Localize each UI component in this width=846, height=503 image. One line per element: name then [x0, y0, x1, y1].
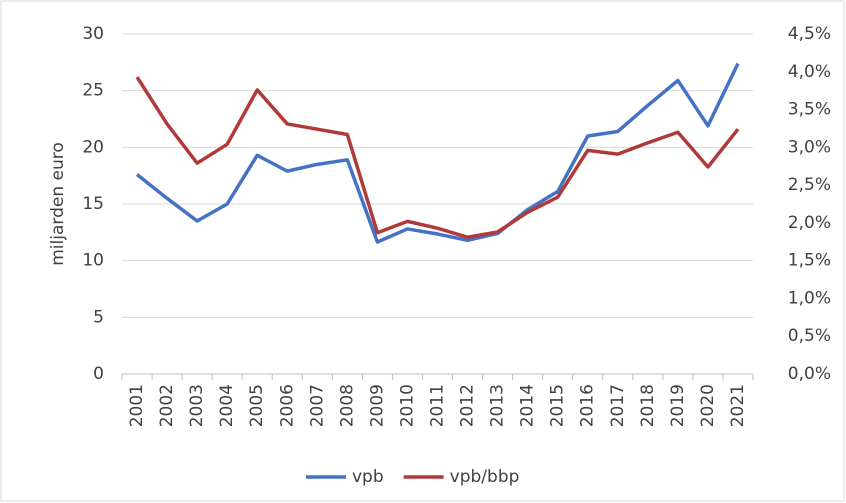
y-tick-label: 20: [82, 137, 104, 157]
x-tick-label: 2012: [458, 384, 478, 427]
line-series: [135, 76, 740, 239]
x-tick-label: 2015: [548, 384, 568, 427]
x-tick-label: 2011: [428, 384, 448, 427]
x-tick-label: 2020: [698, 384, 718, 427]
y-tick-label: 0: [93, 364, 104, 384]
x-tick-label: 2019: [668, 384, 688, 427]
legend-label: vpb/bbp: [450, 467, 520, 487]
y-tick-label: 5: [93, 307, 104, 327]
x-tick-label: 2018: [638, 384, 658, 427]
x-tick-label: 2004: [217, 384, 237, 427]
x-tick-label: 2014: [518, 384, 538, 427]
x-tick-label: 2001: [127, 384, 147, 427]
x-tick-label: 2008: [337, 384, 357, 427]
x-tick-label: 2010: [397, 384, 417, 427]
y2-tick-label: 3,5%: [788, 100, 831, 120]
x-tick-label: 2006: [277, 384, 297, 427]
x-tick-label: 2009: [367, 384, 387, 427]
y2-tick-label: 3,0%: [788, 137, 831, 157]
x-tick-label: 2005: [247, 384, 267, 427]
legend-label: vpb: [352, 467, 384, 487]
line-series: [135, 62, 740, 244]
x-tick-label: 2021: [728, 384, 748, 427]
y2-tick-label: 2,5%: [788, 175, 831, 195]
y2-tick-label: 1,5%: [788, 251, 831, 271]
x-tick-label: 2013: [488, 384, 508, 427]
y-tick-label: 30: [82, 24, 104, 44]
y2-tick-label: 1,0%: [788, 288, 831, 308]
y-axis-label: miljarden euro: [48, 142, 68, 266]
x-tick-label: 2002: [157, 384, 177, 427]
y-tick-label: 25: [82, 81, 104, 101]
y2-tick-label: 4,0%: [788, 62, 831, 82]
x-tick-label: 2007: [307, 384, 327, 427]
y2-tick-label: 4,5%: [788, 24, 831, 44]
y-tick-label: 15: [82, 194, 104, 214]
x-tick-label: 2017: [608, 384, 628, 427]
y-tick-label: 10: [82, 251, 104, 271]
x-tick-label: 2016: [578, 384, 598, 427]
y2-tick-label: 2,0%: [788, 213, 831, 233]
y2-tick-label: 0,0%: [788, 364, 831, 384]
x-tick-label: 2003: [187, 384, 207, 427]
y2-tick-label: 0,5%: [788, 326, 831, 346]
